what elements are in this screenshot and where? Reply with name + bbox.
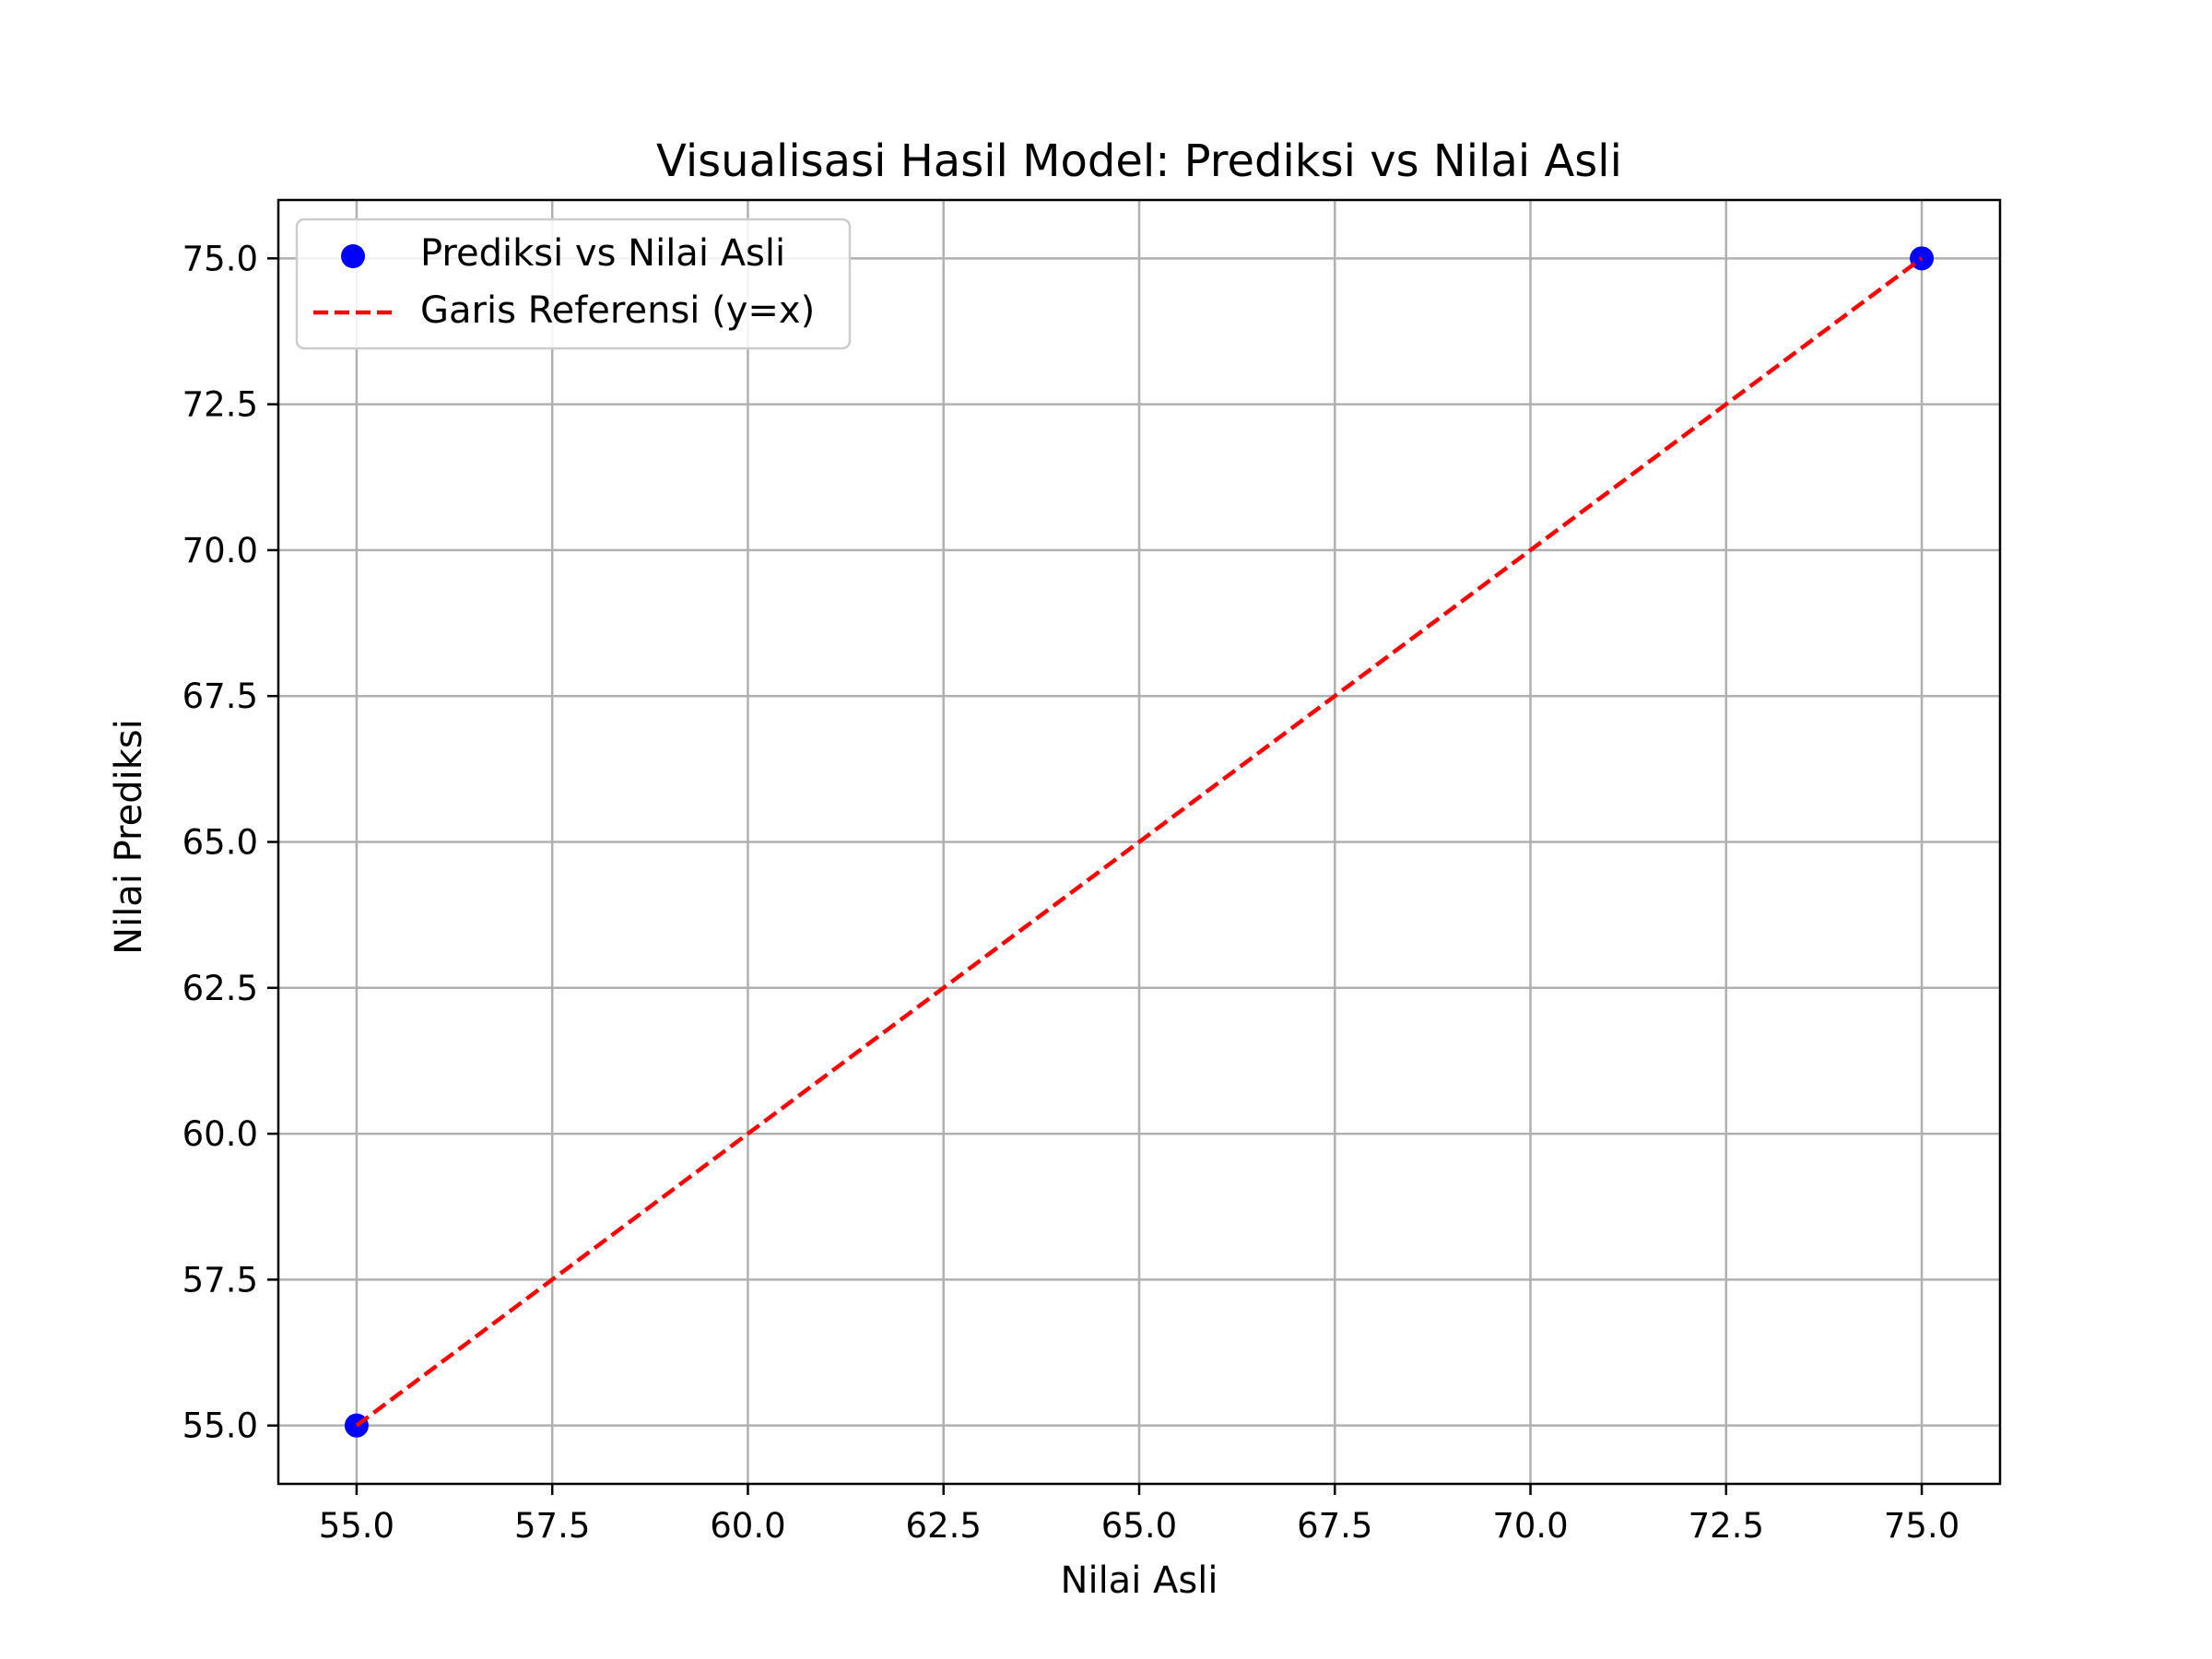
- y-tick-label: 72.5: [182, 385, 258, 425]
- x-tick-label: 60.0: [710, 1506, 785, 1546]
- x-tick-label: 55.0: [319, 1506, 394, 1546]
- x-tick-label: 70.0: [1492, 1506, 1568, 1546]
- legend-box: [295, 218, 852, 350]
- x-axis-ticks: 55.0 57.5 60.0 62.5 65.0 67.5 70.0 72.5 75.0: [319, 1484, 1959, 1546]
- legend: Prediksi vs Nilai Asli Garis Referensi (…: [295, 218, 852, 350]
- reference-line: [355, 256, 1924, 1428]
- y-axis-ticks: 55.0 57.5 60.0 62.5 65.0 67.5 70.0 72.5 75.0: [182, 239, 278, 1446]
- legend-label-reference-line: Garis Referensi (y=x): [420, 289, 815, 332]
- x-tick-label: 65.0: [1101, 1506, 1177, 1546]
- y-tick-label: 65.0: [182, 823, 258, 863]
- x-tick-label: 67.5: [1297, 1506, 1372, 1546]
- y-tick-label: 60.0: [182, 1114, 258, 1154]
- chart-title: Visualisasi Hasil Model: Prediksi vs Nil…: [656, 135, 1622, 187]
- y-tick-label: 57.5: [182, 1260, 258, 1300]
- y-tick-label: 62.5: [182, 969, 258, 1008]
- x-tick-label: 57.5: [514, 1506, 590, 1546]
- y-axis-label: Nilai Prediksi: [108, 719, 150, 955]
- x-tick-label: 62.5: [906, 1506, 982, 1546]
- x-axis-label: Nilai Asli: [1061, 1559, 1218, 1602]
- y-tick-label: 67.5: [182, 677, 258, 716]
- plot-lines: [355, 256, 1924, 1428]
- legend-marker-scatter: [341, 244, 365, 268]
- scatter-point: [1910, 246, 1935, 271]
- y-tick-label: 55.0: [182, 1406, 258, 1446]
- x-tick-label: 75.0: [1884, 1506, 1959, 1546]
- legend-label-scatter: Prediksi vs Nilai Asli: [420, 232, 785, 275]
- y-tick-label: 75.0: [182, 239, 258, 278]
- y-tick-label: 70.0: [182, 531, 258, 571]
- x-tick-label: 72.5: [1688, 1506, 1764, 1546]
